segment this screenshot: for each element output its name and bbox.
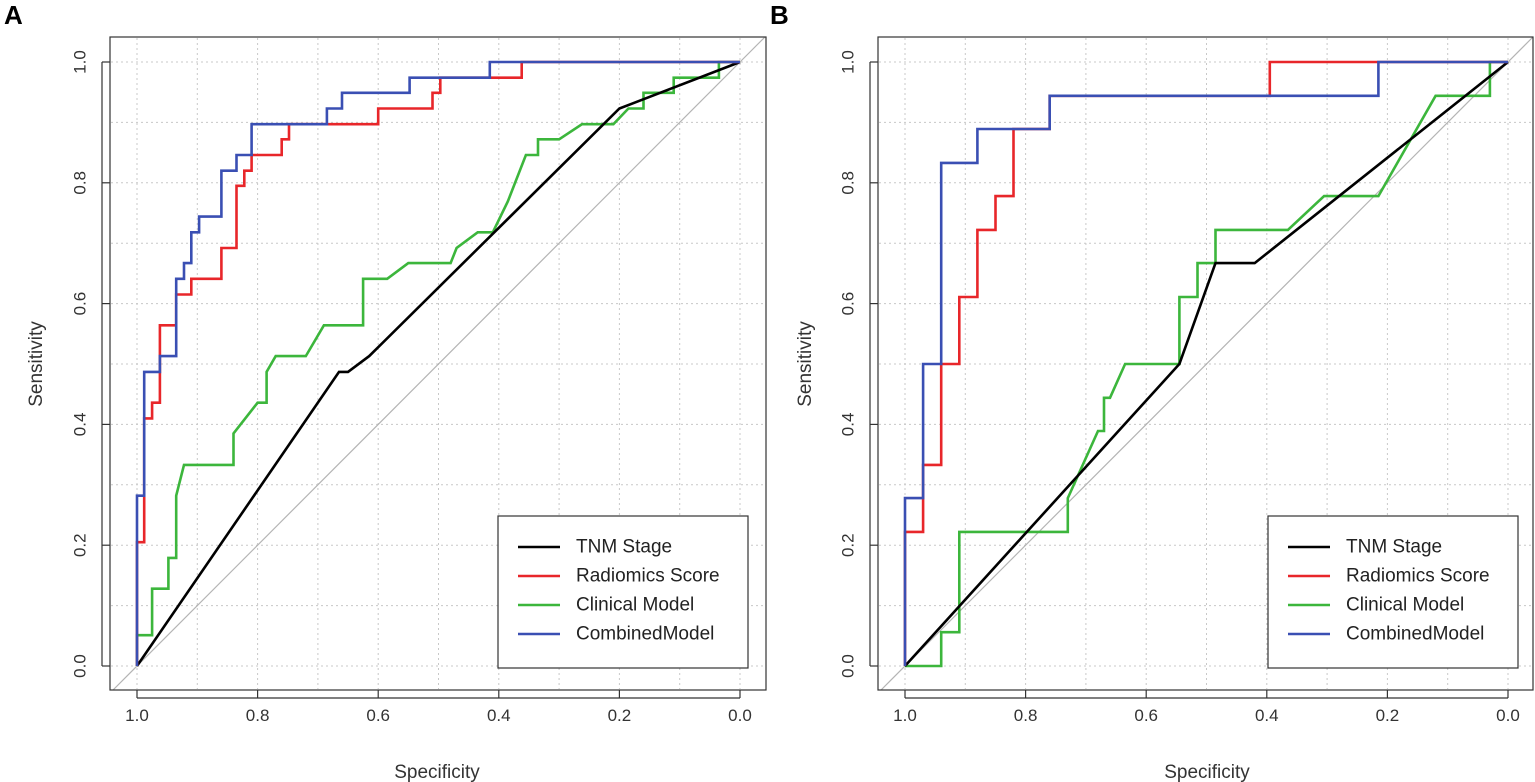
panel-a-diagonal [112,36,766,691]
panel-a-series [135,60,741,667]
panel-b-legend-label-clinical-model: Clinical Model [1346,595,1464,616]
panel-b-y-tick-label: 0.6 [839,292,858,316]
panel-a-series-combinedmodel [135,60,740,666]
panel-a-axes: 1.0 0.8 0.6 0.4 0.2 0.0 0.0 0.2 0.4 0.6 0.8 1.0 [71,36,767,725]
panel-a-series-tnm-stage [135,60,741,667]
panel-a-y-tick-label: 0.0 [71,654,90,678]
panel-b-xlabel: Specificity [1164,762,1250,782]
panel-a-legend-label-tnm-stage: TNM Stage [576,537,672,558]
panel-a-y-tick-label: 0.8 [71,171,90,195]
panel-a-x-tick-label: 0.0 [728,706,752,725]
panel-a-plot-frame [109,36,767,691]
panel-b: B 1.0 0.8 0.6 0.4 0.2 0.0 0.0 0.2 0.4 0.6 0.8 1.0 S… [770,0,1534,782]
panel-b-x-tick-label: 0.6 [1134,706,1158,725]
panel-a-series-clinical-model [135,60,740,666]
panel-a-xlabel: Specificity [394,762,480,782]
panel-b-legend-box [1267,515,1519,669]
panel-b-label: B [770,0,789,30]
panel-b-y-tick-label: 0.8 [839,171,858,195]
panel-b-x-tick-label: 0.2 [1376,706,1400,725]
panel-b-legend: TNM Stage Radiomics Score Clinical Model Co… [1267,515,1519,669]
panel-a-x-tick-label: 0.8 [246,706,270,725]
panel-a-x-tick-label: 0.6 [366,706,390,725]
panel-a-legend-label-clinical-model: Clinical Model [576,595,694,616]
panel-a-y-tick-label: 0.2 [71,533,90,557]
panel-b-legend-label-combinedmodel: CombinedModel [1346,624,1484,645]
panel-a-x-tick-label: 0.2 [608,706,632,725]
panel-b-diagonal [880,36,1534,691]
panel-b-series-combinedmodel [903,60,1508,666]
panel-a-x-tick-label: 1.0 [125,706,149,725]
panel-b-x-tick-label: 0.8 [1014,706,1038,725]
panel-b-axes: 1.0 0.8 0.6 0.4 0.2 0.0 0.0 0.2 0.4 0.6 0.8 1.0 [839,36,1534,725]
panel-a-y-tick-label: 0.4 [71,413,90,437]
panel-b-y-tick-label: 0.2 [839,533,858,557]
panel-b-legend-label-radiomics-score: Radiomics Score [1346,566,1490,587]
panel-a-legend: TNM Stage Radiomics Score Clinical Model Co… [497,515,749,669]
panel-b-series [903,60,1509,668]
panel-b-plot-frame [877,36,1534,691]
panel-a-ylabel: Sensitivity [26,321,47,407]
panel-b-y-tick-label: 1.0 [839,50,858,74]
panel-b-legend-label-tnm-stage: TNM Stage [1346,537,1442,558]
panel-a-legend-label-radiomics-score: Radiomics Score [576,566,720,587]
panel-b-x-tick-label: 0.0 [1496,706,1520,725]
panel-a-label: A [4,0,23,30]
panel-b-y-tick-label: 0.0 [839,654,858,678]
panel-b-series-tnm-stage [904,60,1509,667]
panel-b-x-tick-label: 1.0 [893,706,917,725]
panel-b-x-tick-label: 0.4 [1255,706,1279,725]
panel-a-y-tick-label: 1.0 [71,50,90,74]
panel-b-ylabel: Sensitivity [795,321,816,407]
panel-a-y-tick-label: 0.6 [71,292,90,316]
panel-a-reference-diagonal [112,36,766,691]
panel-a-series-radiomics-score [135,60,740,666]
panel-a-legend-label-combinedmodel: CombinedModel [576,624,714,645]
panel-b-reference-diagonal [880,36,1534,691]
panel-a-legend-box [497,515,749,669]
panel-b-y-tick-label: 0.4 [839,413,858,437]
panel-a-x-tick-label: 0.4 [487,706,511,725]
panel-a: A 1.0 0.8 0.6 0.4 0.2 0.0 0.0 0.2 0.4 0.6 0.8 1.0 S… [4,0,767,782]
